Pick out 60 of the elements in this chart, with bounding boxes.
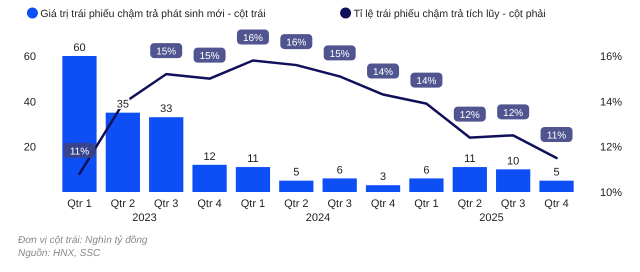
data-label: 60 xyxy=(73,42,86,54)
data-label: 12% xyxy=(460,110,480,122)
data-label: 12% xyxy=(503,108,524,119)
x-tick-label: Qtr 4 xyxy=(370,198,396,210)
data-label: 11% xyxy=(546,130,566,142)
text: Đơn vị cột trái: Nghìn tỷ đồng xyxy=(18,235,148,246)
data-label: 11 xyxy=(247,153,259,166)
x-tick-label: Qtr 4 xyxy=(197,198,222,210)
data-label: 33 xyxy=(160,103,172,116)
data-label: 14% xyxy=(416,76,437,88)
x-tick-label: Qtr 2 xyxy=(458,198,482,210)
bar xyxy=(192,164,227,192)
data-label: 11% xyxy=(70,146,90,158)
x-tick-label: Qtr 4 xyxy=(544,198,569,210)
bar xyxy=(236,167,270,192)
bar xyxy=(279,180,314,192)
x-tick-label: Qtr 1 xyxy=(240,198,266,210)
x-tick-label: Qtr 1 xyxy=(414,198,439,210)
x-tick-label: Qtr 3 xyxy=(327,198,352,210)
x-tick-label: Qtr 3 xyxy=(500,198,526,210)
data-label: 6 xyxy=(423,164,430,176)
legend-label: Tỉ lệ trái phiếu chậm trả tích lũy - cột phải xyxy=(354,8,546,20)
bar xyxy=(322,178,357,192)
bar xyxy=(62,56,97,192)
data-label: 14% xyxy=(373,67,394,78)
y2-tick-label: 12% xyxy=(600,142,622,154)
bar xyxy=(452,167,487,192)
data-label: 15% xyxy=(330,48,350,60)
bar xyxy=(106,112,140,192)
text: Nguồn: HNX, SSC xyxy=(18,248,102,259)
data-label: 16% xyxy=(286,38,306,49)
data-label: 5 xyxy=(293,166,300,179)
text: 2025 xyxy=(479,212,504,224)
data-label: 10 xyxy=(507,155,520,168)
data-label: 12 xyxy=(203,150,216,163)
bar xyxy=(409,178,444,192)
bar xyxy=(366,185,400,192)
y-tick-label: 20 xyxy=(24,142,36,154)
y2-tick-label: 14% xyxy=(600,96,622,108)
x-tick-label: Qtr 2 xyxy=(284,198,309,210)
x-tick-label: Qtr 1 xyxy=(67,198,92,210)
y2-tick-label: 16% xyxy=(600,51,622,63)
x-tick-label: Qtr 2 xyxy=(110,198,136,210)
data-label: 15% xyxy=(156,46,176,58)
y-tick-label: 40 xyxy=(24,96,36,108)
data-label: 3 xyxy=(380,171,386,184)
y2-tick-label: 10% xyxy=(600,187,622,199)
text: 2023 xyxy=(132,212,157,224)
bar xyxy=(149,117,184,192)
data-label: 15% xyxy=(200,51,220,62)
data-label: 6 xyxy=(336,164,343,176)
bar xyxy=(539,180,574,192)
legend-label: Giá trị trái phiếu chậm trả phát sinh mới - cột trái xyxy=(40,8,266,20)
y-tick-label: 60 xyxy=(24,51,36,63)
data-label: 16% xyxy=(242,33,264,44)
data-label: 11 xyxy=(464,153,476,166)
x-tick-label: Qtr 3 xyxy=(154,198,178,210)
data-label: 5 xyxy=(553,166,560,179)
text: 2024 xyxy=(306,212,330,224)
bar xyxy=(496,169,530,192)
